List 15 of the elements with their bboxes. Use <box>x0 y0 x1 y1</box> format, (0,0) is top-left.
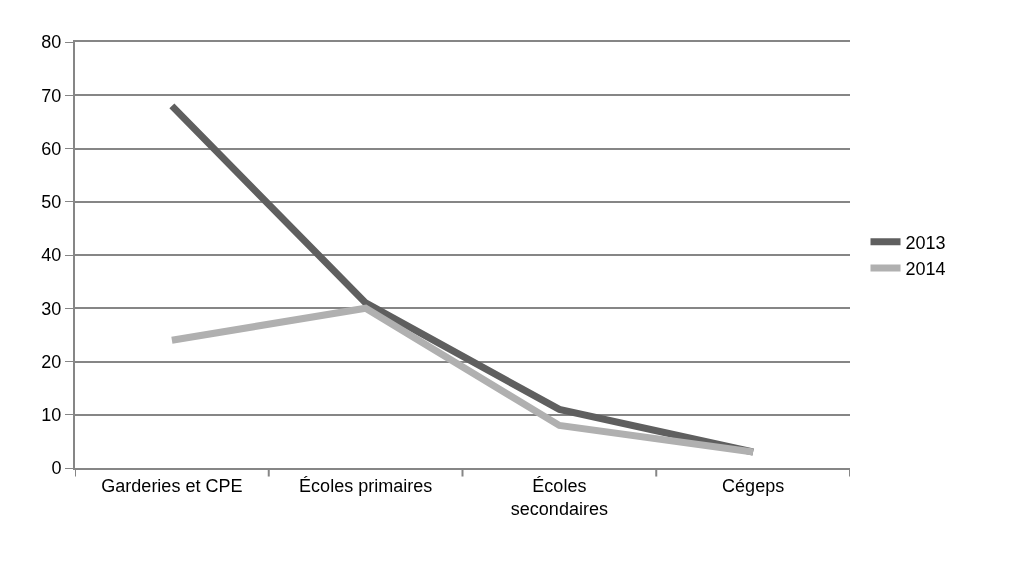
y-tick-label: 80 <box>41 32 62 53</box>
y-tick-label: 70 <box>41 85 62 106</box>
x-tick-label: Cégeps <box>722 475 785 496</box>
y-tick-label: 20 <box>41 351 62 372</box>
y-tick-label: 0 <box>51 458 62 479</box>
x-tick-label: Écoles secondaires <box>510 475 608 519</box>
legend-label: 2013 <box>905 232 946 253</box>
y-tick-label: 30 <box>41 298 62 319</box>
y-tick-label: 10 <box>41 405 62 426</box>
legend-label: 2014 <box>905 259 946 280</box>
y-tick-label: 50 <box>41 192 62 213</box>
x-tick-label: Écoles primaires <box>299 475 433 496</box>
y-tick-label: 40 <box>41 245 62 266</box>
y-tick-label: 60 <box>41 138 62 159</box>
x-tick-label: Garderies et CPE <box>101 475 243 496</box>
